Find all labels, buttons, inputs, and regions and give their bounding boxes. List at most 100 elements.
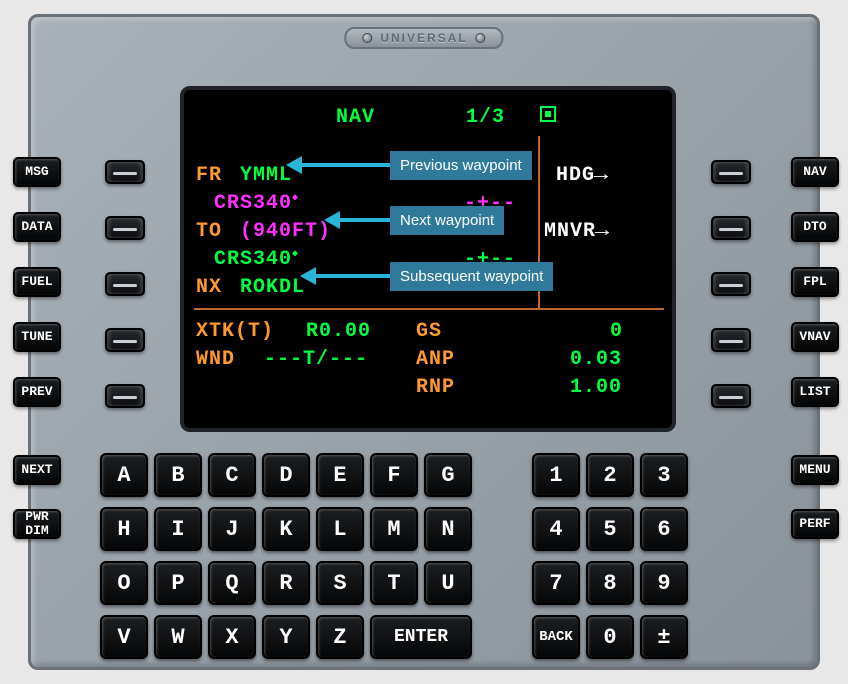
key-o[interactable]: O <box>100 561 148 605</box>
divider-horizontal <box>194 308 664 310</box>
key-c[interactable]: C <box>208 453 256 497</box>
key-k[interactable]: K <box>262 507 310 551</box>
gs-value: 0 <box>610 320 623 343</box>
arrow-line <box>338 218 392 222</box>
key-6[interactable]: 6 <box>640 507 688 551</box>
key-5[interactable]: 5 <box>586 507 634 551</box>
crt-content: NAV 1/3 FR YMML HDG→ CRS340◆ -+-- TO (94… <box>186 92 670 426</box>
msg-icon <box>540 106 556 129</box>
key-b[interactable]: B <box>154 453 202 497</box>
func-data[interactable]: DATA <box>13 212 61 242</box>
crs1: CRS340◆ <box>214 192 299 215</box>
fr-value: YMML <box>240 164 292 187</box>
crt-screen: NAV 1/3 FR YMML HDG→ CRS340◆ -+-- TO (94… <box>180 86 676 432</box>
annotation-previous: Previous waypoint <box>390 151 532 180</box>
annotation-subsequent: Subsequent waypoint <box>390 262 553 291</box>
func-dto[interactable]: DTO <box>791 212 839 242</box>
arrow-line <box>300 163 392 167</box>
gs-label: GS <box>416 320 442 343</box>
brand-text: UNIVERSAL <box>380 31 467 45</box>
key-q[interactable]: Q <box>208 561 256 605</box>
anp-value: 0.03 <box>570 348 622 371</box>
lsk-r3[interactable] <box>711 272 751 296</box>
arrow-line <box>314 274 392 278</box>
key-m[interactable]: M <box>370 507 418 551</box>
fr-label: FR <box>196 164 222 187</box>
key-1[interactable]: 1 <box>532 453 580 497</box>
xtk-label: XTK(T) <box>196 320 274 343</box>
fms-bezel: UNIVERSAL MSGDATAFUELTUNEPREVNEXTPWRDIM … <box>28 14 820 670</box>
rnp-label: RNP <box>416 376 455 399</box>
lsk-l4[interactable] <box>105 328 145 352</box>
screw-icon <box>476 33 486 43</box>
key-i[interactable]: I <box>154 507 202 551</box>
hdg-label: HDG→ <box>556 164 608 187</box>
lsk-r1[interactable] <box>711 160 751 184</box>
key-p[interactable]: P <box>154 561 202 605</box>
func-vnav[interactable]: VNAV <box>791 322 839 352</box>
key-7[interactable]: 7 <box>532 561 580 605</box>
key-s[interactable]: S <box>316 561 364 605</box>
xtk-value: R0.00 <box>306 320 371 343</box>
nx-value: ROKDL <box>240 276 305 299</box>
key-l[interactable]: L <box>316 507 364 551</box>
func-fpl[interactable]: FPL <box>791 267 839 297</box>
screw-icon <box>362 33 372 43</box>
wnd-label: WND <box>196 348 235 371</box>
anp-label: ANP <box>416 348 455 371</box>
lsk-r5[interactable] <box>711 384 751 408</box>
rnp-value: 1.00 <box>570 376 622 399</box>
key-j[interactable]: J <box>208 507 256 551</box>
key-n[interactable]: N <box>424 507 472 551</box>
lsk-l2[interactable] <box>105 216 145 240</box>
mnvr-label: MNVR→ <box>544 220 609 243</box>
func-perf[interactable]: PERF <box>791 509 839 539</box>
key-3[interactable]: 3 <box>640 453 688 497</box>
key-back[interactable]: BACK <box>532 615 580 659</box>
key-4[interactable]: 4 <box>532 507 580 551</box>
key-t[interactable]: T <box>370 561 418 605</box>
key-r[interactable]: R <box>262 561 310 605</box>
lsk-l5[interactable] <box>105 384 145 408</box>
to-value: (940FT) <box>240 220 331 243</box>
lsk-l3[interactable] <box>105 272 145 296</box>
key-x[interactable]: X <box>208 615 256 659</box>
key-0[interactable]: 0 <box>586 615 634 659</box>
key-9[interactable]: 9 <box>640 561 688 605</box>
key-v[interactable]: V <box>100 615 148 659</box>
key-y[interactable]: Y <box>262 615 310 659</box>
key-enter[interactable]: ENTER <box>370 615 472 659</box>
crs2: CRS340◆ <box>214 248 299 271</box>
key-d[interactable]: D <box>262 453 310 497</box>
nx-label: NX <box>196 276 222 299</box>
key-z[interactable]: Z <box>316 615 364 659</box>
func-menu[interactable]: MENU <box>791 455 839 485</box>
key-plusminus[interactable]: ± <box>640 615 688 659</box>
key-u[interactable]: U <box>424 561 472 605</box>
func-msg[interactable]: MSG <box>13 157 61 187</box>
key-2[interactable]: 2 <box>586 453 634 497</box>
wnd-value: ---T/--- <box>264 348 368 371</box>
func-prev[interactable]: PREV <box>13 377 61 407</box>
func-tune[interactable]: TUNE <box>13 322 61 352</box>
key-e[interactable]: E <box>316 453 364 497</box>
key-w[interactable]: W <box>154 615 202 659</box>
key-f[interactable]: F <box>370 453 418 497</box>
page-number: 1/3 <box>466 106 505 129</box>
lsk-r2[interactable] <box>711 216 751 240</box>
to-label: TO <box>196 220 222 243</box>
key-g[interactable]: G <box>424 453 472 497</box>
func-nav[interactable]: NAV <box>791 157 839 187</box>
func-next[interactable]: NEXT <box>13 455 61 485</box>
page-title: NAV <box>336 106 375 129</box>
key-8[interactable]: 8 <box>586 561 634 605</box>
func-pwr-dim[interactable]: PWRDIM <box>13 509 61 539</box>
key-h[interactable]: H <box>100 507 148 551</box>
brand-plate: UNIVERSAL <box>344 27 503 49</box>
key-a[interactable]: A <box>100 453 148 497</box>
annotation-next: Next waypoint <box>390 206 504 235</box>
lsk-r4[interactable] <box>711 328 751 352</box>
func-list[interactable]: LIST <box>791 377 839 407</box>
func-fuel[interactable]: FUEL <box>13 267 61 297</box>
lsk-l1[interactable] <box>105 160 145 184</box>
